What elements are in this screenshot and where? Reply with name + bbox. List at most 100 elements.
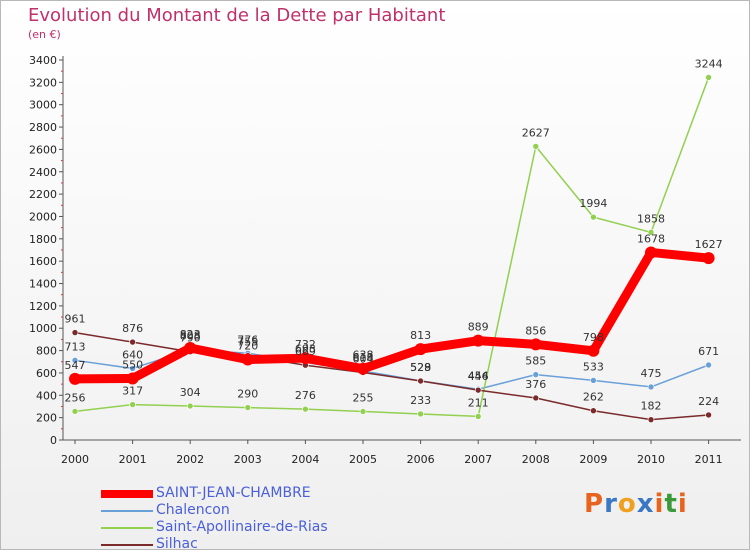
data-point-saint-jean-chambre [645,246,657,259]
data-label-silhac: 755 [237,336,258,349]
data-label-saint-jean-chambre: 638 [353,349,374,362]
data-label-chalencon: 585 [525,355,546,368]
data-label-saint-jean-chambre: 889 [468,321,489,334]
logo-letter: t [664,489,678,519]
y-tick-label: 200 [36,412,57,425]
data-point-saint-apollinaire-de-rias [302,405,309,413]
x-tick-label: 2010 [637,453,665,466]
data-label-silhac: 669 [295,345,316,358]
y-tick-label: 2600 [29,143,57,156]
data-label-chalencon: 693 [295,343,316,356]
series-chalencon [71,346,712,393]
data-point-silhac [532,394,540,402]
data-label-saint-apollinaire-de-rias: 255 [353,392,374,405]
data-label-silhac: 224 [698,395,719,408]
data-point-saint-jean-chambre [529,338,542,351]
data-label-layer: 547 550 823 720 732 638 813 889 856 798 1678 1627 96… [65,57,723,412]
data-label-saint-jean-chambre: 798 [583,331,604,344]
data-label-saint-apollinaire-de-rias: 3244 [695,57,723,70]
data-label-chalencon: 618 [353,351,374,364]
data-point-chalencon [71,357,79,364]
data-point-saint-jean-chambre [414,343,427,356]
series-silhac [71,329,712,423]
y-axis: 0 200 400 600 800 1000 1200 1400 1600 1800 2000 220… [29,54,64,447]
data-label-silhac: 376 [525,378,546,391]
x-tick-label: 2007 [464,453,492,466]
x-tick-label: 2005 [349,453,377,466]
y-tick-label: 600 [36,367,57,380]
legend-swatch-saint-apollinaire-de-rias [101,527,153,529]
data-point-chalencon [129,365,136,372]
y-tick-label: 1600 [29,255,57,268]
y-tick-label: 3200 [29,76,57,89]
logo-letter: P [584,489,605,519]
data-point-chalencon [532,371,540,378]
data-point-saint-apollinaire-de-rias [705,74,712,81]
data-point-saint-apollinaire-de-rias [417,410,424,418]
x-tick-label: 2008 [522,453,550,466]
y-tick-label: 1800 [29,233,57,246]
data-label-saint-apollinaire-de-rias: 233 [410,394,431,407]
data-point-saint-apollinaire-de-rias [647,229,655,236]
data-label-silhac: 182 [641,400,662,413]
y-tick-label: 400 [36,389,57,402]
data-point-saint-apollinaire-de-rias [359,408,367,415]
logo-letter: i [677,489,688,519]
x-tick-label: 2003 [234,453,262,466]
data-point-saint-apollinaire-de-rias [71,408,79,415]
data-label-saint-jean-chambre: 813 [410,329,431,342]
data-point-saint-jean-chambre [472,334,485,347]
logo-letter: r [604,489,618,519]
data-label-saint-jean-chambre: 720 [237,340,258,353]
legend-label-silhac: Silhac [156,536,198,552]
data-label-silhac: 790 [180,332,201,345]
data-label-saint-jean-chambre: 1627 [695,238,723,251]
series-saint-apollinaire-de-rias [71,74,712,420]
data-label-saint-jean-chambre: 856 [525,324,546,337]
x-axis: 2000 2001 2002 2003 2004 2005 2006 2007 2008 2009… [61,439,741,466]
data-point-saint-apollinaire-de-rias [129,401,136,408]
data-point-silhac [417,377,424,385]
data-point-silhac [705,411,712,419]
data-label-saint-jean-chambre: 823 [180,328,201,341]
data-label-chalencon: 671 [698,345,719,358]
logo-letter: i [654,489,665,519]
legend-swatch-chalencon [101,510,153,512]
data-label-silhac: 528 [410,361,431,374]
y-tick-label: 1000 [29,322,57,335]
data-point-chalencon [647,383,655,391]
data-point-chalencon [590,377,597,384]
x-tick-label: 2011 [695,453,723,466]
y-tick-label: 800 [36,345,57,358]
data-label-saint-apollinaire-de-rias: 1858 [637,212,665,225]
data-label-chalencon: 529 [410,361,431,374]
chart-title: Evolution du Montant de la Dette par Hab… [28,5,446,26]
data-point-silhac [129,338,136,346]
series-saint-jean-chambre [69,246,715,385]
data-label-saint-apollinaire-de-rias: 317 [122,385,143,398]
data-label-chalencon: 640 [122,348,143,361]
data-label-silhac: 961 [65,313,86,326]
data-label-chalencon: 454 [468,369,489,382]
data-point-saint-apollinaire-de-rias [186,402,194,410]
y-tick-label: 2800 [29,121,57,134]
data-label-saint-jean-chambre: 732 [295,338,316,351]
data-point-silhac [590,407,597,415]
data-label-saint-apollinaire-de-rias: 256 [65,391,86,404]
series-line-saint-apollinaire-de-rias [74,76,710,418]
data-label-chalencon: 776 [237,333,258,346]
data-label-saint-apollinaire-de-rias: 304 [180,386,201,399]
data-label-silhac: 446 [468,370,489,383]
data-point-saint-jean-chambre [587,344,600,357]
data-label-saint-apollinaire-de-rias: 1994 [579,197,607,210]
proxiti-logo: Proxiti [584,489,688,519]
y-tick-label: 2200 [29,188,57,201]
legend-label-chalencon: Chalencon [156,502,230,518]
data-label-silhac: 876 [122,322,143,335]
data-label-saint-jean-chambre: 550 [122,359,143,372]
data-point-saint-apollinaire-de-rias [474,413,482,420]
chart-subtitle: (en €) [28,28,61,41]
data-label-chalencon: 475 [641,367,662,380]
